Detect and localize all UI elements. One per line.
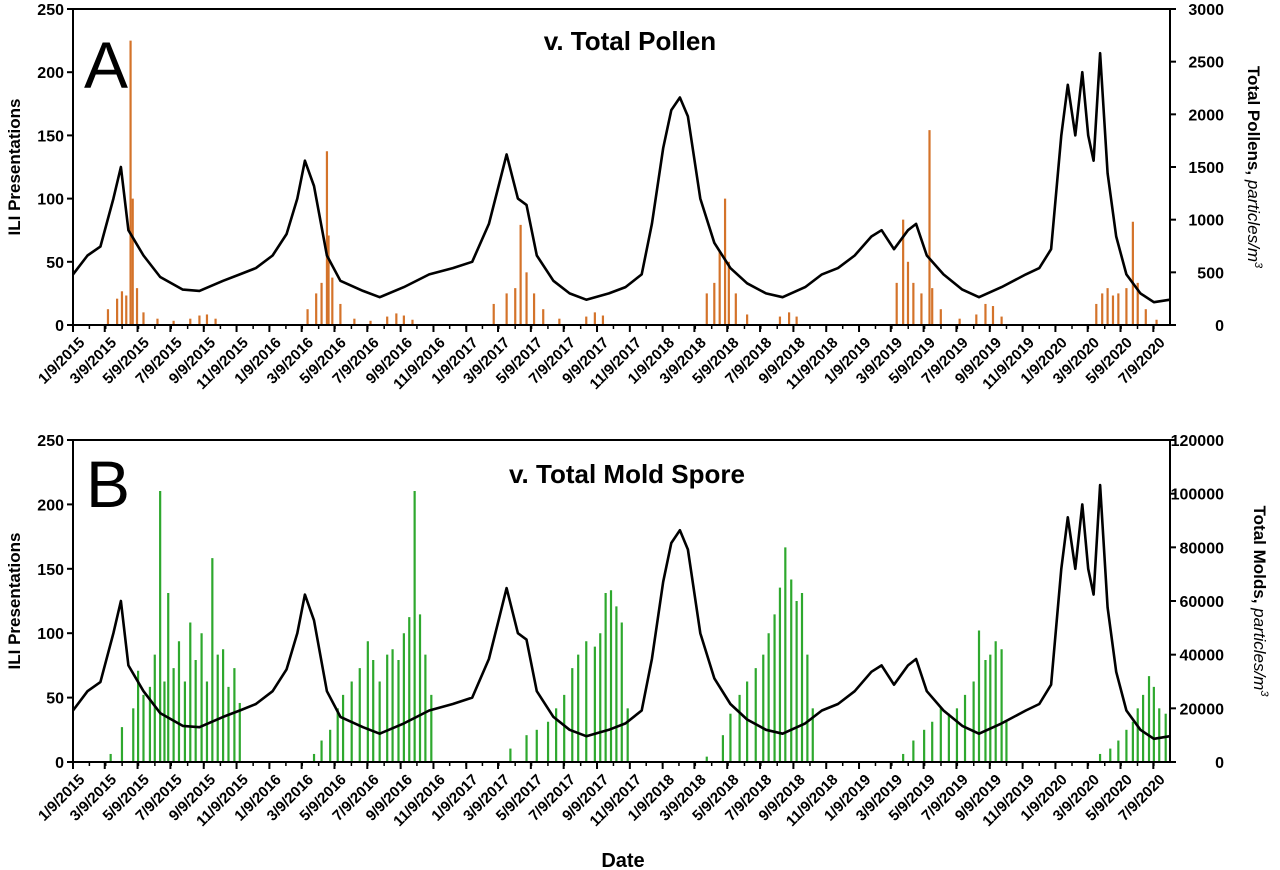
y-right-tick-label: 0 xyxy=(1215,318,1224,335)
y-right-tick-label: 120000 xyxy=(1171,433,1224,450)
panel-a-title: v. Total Pollen xyxy=(544,26,716,56)
plot-frame xyxy=(72,8,1171,326)
y-left-axis-label: ILI Presentations xyxy=(5,99,24,236)
y-left-tick-label: 250 xyxy=(37,433,64,450)
y-left-tick-label: 0 xyxy=(55,318,64,335)
panel-a-pollen: 0501001502002500500100015002000250030001… xyxy=(5,2,1264,393)
x-axis-label: Date xyxy=(601,850,644,870)
y-left-tick-label: 50 xyxy=(46,691,64,708)
y-right-tick-label: 0 xyxy=(1215,755,1224,772)
mold-bars xyxy=(109,490,1167,762)
ili-line-a xyxy=(71,51,1171,304)
y-left-tick-label: 150 xyxy=(37,128,64,145)
ili-line-a xyxy=(71,51,1171,304)
y-right-tick-label: 100000 xyxy=(1171,487,1224,504)
y-right-tick-label: 3000 xyxy=(1188,2,1224,19)
y-left-tick-label: 100 xyxy=(37,192,64,209)
y-right-tick-label: 20000 xyxy=(1180,701,1225,718)
y-right-tick-label: 1000 xyxy=(1188,213,1224,230)
y-left-tick-label: 150 xyxy=(37,562,64,579)
y-right-tick-label: 500 xyxy=(1197,265,1224,282)
panel-b-letter: B xyxy=(86,447,130,521)
y-left-tick-label: 250 xyxy=(37,2,64,19)
panel-b-mold: 0 50 100 150 200 250 0 20000 40000 60000 80000 1000… xyxy=(5,433,1270,830)
y-right-tick-label: 2500 xyxy=(1188,55,1224,72)
y-right-axis-label: Total Molds, particles/m3 xyxy=(1250,506,1270,698)
ili-line-b xyxy=(71,483,1171,741)
y-left-tick-label: 200 xyxy=(37,65,64,82)
panel-a-axes: 0501001502002500500100015002000250030001… xyxy=(5,2,1264,393)
y-left-tick-label: 0 xyxy=(55,755,64,772)
y-left-tick-label: 200 xyxy=(37,497,64,514)
y-right-axis-label: Total Pollens, particles/m3 xyxy=(1244,66,1264,269)
y-right-tick-label: 40000 xyxy=(1180,648,1225,665)
panel-b-title: v. Total Mold Spore xyxy=(509,459,745,489)
pollen-bars xyxy=(106,40,1158,325)
y-right-tick-label: 60000 xyxy=(1180,594,1225,611)
ili-line-b xyxy=(71,483,1171,741)
y-left-axis-label: ILI Presentations xyxy=(5,533,24,670)
y-right-tick-label: 1500 xyxy=(1188,160,1224,177)
panel-b-axes: 0 50 100 150 200 250 0 20000 40000 60000 80000 1000… xyxy=(5,433,1270,830)
y-right-tick-label: 80000 xyxy=(1180,540,1225,557)
panel-a-letter: A xyxy=(84,28,128,102)
y-left-tick-label: 100 xyxy=(37,626,64,643)
y-right-tick-label: 2000 xyxy=(1188,107,1224,124)
y-left-tick-label: 50 xyxy=(46,255,64,272)
